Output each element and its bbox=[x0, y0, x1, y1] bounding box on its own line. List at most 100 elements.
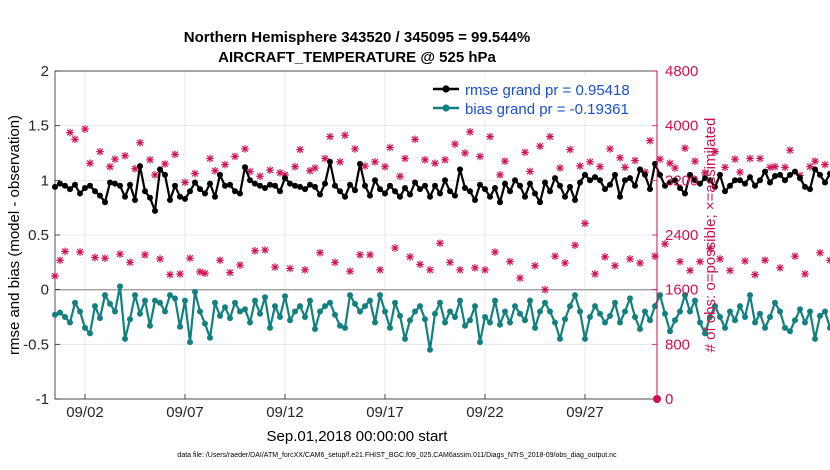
rmse-point bbox=[177, 193, 183, 200]
tick-label-left: 2 bbox=[41, 63, 49, 80]
obs-count-point bbox=[101, 254, 109, 263]
rmse-point bbox=[542, 179, 548, 186]
obs-count-point bbox=[576, 162, 584, 170]
obs-marker-stroke bbox=[566, 146, 574, 153]
obs-count-point bbox=[431, 159, 439, 168]
bias-point bbox=[512, 303, 518, 310]
bias-point bbox=[817, 312, 823, 319]
obs-count-point bbox=[76, 248, 84, 256]
obs-marker-stroke bbox=[351, 145, 359, 153]
bias-point bbox=[377, 292, 383, 299]
obs-count-point bbox=[91, 253, 99, 262]
rmse-point bbox=[272, 182, 278, 189]
rmse-point bbox=[612, 171, 618, 178]
obs-count-point bbox=[726, 266, 734, 275]
rmse-point bbox=[157, 166, 163, 173]
obs-count-point bbox=[311, 164, 319, 172]
x-axis-label: Sep.01,2018 00:00:00 start bbox=[267, 428, 449, 445]
bias-point bbox=[287, 317, 293, 324]
obs-count-point bbox=[181, 178, 189, 187]
obs-count-point bbox=[171, 150, 179, 159]
rmse-point bbox=[662, 182, 668, 189]
obs-marker-stroke bbox=[406, 253, 414, 261]
left-axis: -1 -0.5 0 0.5 1 1.5 2 bbox=[23, 63, 60, 408]
rmse-point bbox=[567, 183, 573, 190]
bias-point bbox=[587, 314, 593, 320]
obs-marker-stroke bbox=[596, 163, 604, 170]
tick-label-right: 3200 bbox=[665, 172, 698, 189]
obs-marker-stroke bbox=[561, 259, 569, 267]
obs-count-point bbox=[486, 132, 494, 141]
obs-marker-stroke bbox=[186, 254, 194, 262]
obs-marker-stroke bbox=[646, 137, 654, 144]
rmse-point bbox=[347, 181, 353, 188]
rmse-point bbox=[87, 182, 93, 189]
obs-count-point bbox=[296, 145, 304, 154]
obs-count-point bbox=[231, 152, 239, 161]
bias-point bbox=[372, 319, 378, 326]
obs-marker-stroke bbox=[421, 156, 429, 164]
bias-point bbox=[812, 335, 818, 342]
obs-count-point bbox=[216, 256, 224, 265]
obs-count-point bbox=[406, 253, 414, 261]
obs-marker-stroke bbox=[781, 164, 789, 171]
rmse-point bbox=[427, 193, 433, 200]
rmse-point bbox=[787, 171, 793, 178]
obs-count-point bbox=[581, 219, 589, 228]
obs-marker-stroke bbox=[506, 258, 514, 265]
bias-point bbox=[302, 314, 308, 320]
tick-label-right: 800 bbox=[665, 336, 690, 353]
tick-label-x: 09/02 bbox=[66, 404, 104, 421]
rmse-point bbox=[657, 171, 663, 178]
rmse-point bbox=[792, 168, 798, 175]
obs-count-point bbox=[186, 254, 194, 263]
bias-point bbox=[462, 322, 468, 329]
rmse-point bbox=[537, 199, 543, 206]
obs-marker-stroke bbox=[131, 165, 139, 172]
rmse-point bbox=[137, 163, 143, 170]
obs-marker-stroke bbox=[631, 157, 639, 164]
bias-point bbox=[707, 314, 713, 320]
bias-point bbox=[762, 324, 768, 331]
rmse-point bbox=[57, 180, 63, 187]
rmse-point bbox=[797, 175, 803, 182]
rmse-point bbox=[252, 180, 258, 187]
rmse-point bbox=[352, 187, 358, 194]
bias-point bbox=[142, 297, 148, 304]
rmse-point bbox=[282, 175, 288, 182]
bias-point bbox=[202, 320, 208, 327]
rmse-point bbox=[107, 179, 113, 186]
obs-marker-stroke bbox=[291, 163, 299, 170]
obs-count-point bbox=[456, 266, 464, 274]
obs-count-point bbox=[236, 261, 244, 269]
bias-point bbox=[682, 292, 688, 299]
obs-count-point bbox=[636, 259, 644, 267]
obs-count-point bbox=[391, 244, 399, 252]
bias-point bbox=[237, 308, 243, 315]
obs-marker-stroke bbox=[266, 166, 274, 174]
obs-count-point bbox=[781, 163, 789, 172]
obs-marker-stroke bbox=[81, 125, 89, 133]
tick-label-x: 09/12 bbox=[266, 404, 304, 421]
obs-count-point bbox=[821, 160, 829, 169]
obs-count-point bbox=[346, 267, 354, 276]
obs-marker-stroke bbox=[161, 160, 169, 168]
obs-count-point bbox=[751, 270, 759, 279]
bias-point bbox=[532, 324, 538, 331]
bias-point bbox=[797, 306, 803, 313]
bias-point bbox=[182, 297, 188, 304]
obs-count-point bbox=[381, 162, 389, 171]
bias-point bbox=[647, 317, 653, 324]
obs-count-point bbox=[691, 157, 699, 165]
rmse-point bbox=[192, 179, 198, 186]
bias-point bbox=[822, 308, 828, 315]
obs-count-point bbox=[156, 255, 164, 263]
bias-point bbox=[517, 310, 523, 317]
rmse-point bbox=[707, 177, 713, 184]
rmse-point bbox=[467, 188, 473, 195]
obs-marker-stroke bbox=[616, 154, 624, 162]
rmse-point bbox=[652, 160, 658, 167]
obs-count-point bbox=[51, 272, 59, 280]
bias-point bbox=[537, 308, 543, 315]
obs-marker-stroke bbox=[541, 286, 549, 293]
